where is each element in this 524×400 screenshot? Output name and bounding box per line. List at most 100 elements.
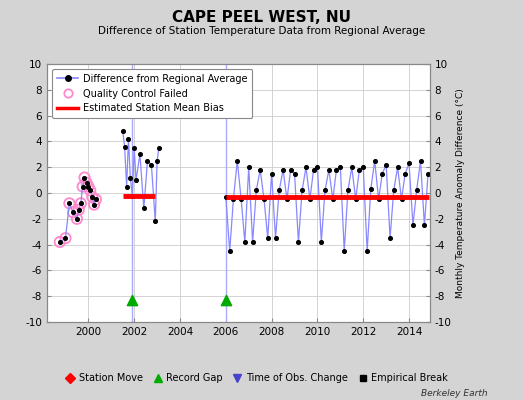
Point (123, 183, 131, 190)
Point (73, 216, 81, 222)
Point (352, 196, 360, 203)
Point (132, 177, 140, 183)
Point (92, 196, 100, 203)
Point (222, 297, 230, 303)
Point (90, 202, 99, 208)
Point (417, 158, 425, 164)
Point (309, 166, 318, 173)
Point (143, 158, 151, 164)
Point (128, 297, 137, 303)
Point (386, 235, 394, 241)
Point (130, 145, 138, 151)
Point (86, 187, 94, 194)
Point (80, 174, 89, 181)
Point (79, 183, 87, 190)
Point (237, 196, 245, 203)
Point (136, 151, 144, 158)
Point (332, 166, 341, 173)
Point (394, 164, 402, 170)
Point (264, 235, 272, 241)
Point (275, 187, 283, 194)
Point (363, 248, 372, 254)
Point (128, 192, 137, 199)
Point (74, 206, 83, 213)
Point (84, 183, 93, 190)
Point (82, 180, 91, 186)
Point (56, 239, 64, 245)
Point (347, 164, 356, 170)
Point (305, 196, 314, 203)
Point (378, 170, 387, 177)
Point (88, 194, 96, 200)
Legend: Station Move, Record Gap, Time of Obs. Change, Empirical Break: Station Move, Record Gap, Time of Obs. C… (62, 370, 451, 386)
Point (88, 194, 96, 200)
Point (283, 196, 291, 203)
Text: Difference of Station Temperature Data from Regional Average: Difference of Station Temperature Data f… (99, 26, 425, 36)
Point (77, 200, 85, 206)
Point (65, 200, 73, 206)
Point (252, 187, 260, 194)
Point (267, 170, 276, 177)
Point (151, 218, 159, 224)
Point (294, 239, 303, 245)
Point (271, 235, 280, 241)
Point (290, 170, 299, 177)
Point (279, 166, 287, 173)
Point (248, 239, 257, 245)
Point (82, 180, 91, 186)
Point (56, 239, 64, 245)
Point (367, 186, 375, 192)
Point (69, 209, 77, 216)
Point (61, 235, 70, 241)
Point (298, 187, 307, 194)
Text: Berkeley Earth: Berkeley Earth (421, 389, 487, 398)
Point (222, 194, 230, 200)
Point (370, 158, 379, 164)
Point (302, 164, 310, 170)
Point (329, 196, 337, 203)
Point (344, 187, 352, 194)
Point (397, 196, 406, 203)
Point (139, 205, 148, 212)
Point (126, 174, 135, 181)
Point (256, 166, 265, 173)
Point (155, 145, 163, 151)
Point (61, 235, 70, 241)
Point (73, 216, 81, 222)
Point (92, 196, 100, 203)
Point (229, 196, 237, 203)
Point (389, 187, 398, 194)
Point (241, 239, 249, 245)
Y-axis label: Monthly Temperature Anomaly Difference (°C): Monthly Temperature Anomaly Difference (… (455, 88, 465, 298)
Point (225, 248, 234, 254)
Point (412, 187, 421, 194)
Point (86, 187, 94, 194)
Point (340, 248, 348, 254)
Legend: Difference from Regional Average, Quality Control Failed, Estimated Station Mean: Difference from Regional Average, Qualit… (52, 69, 253, 118)
Point (375, 196, 383, 203)
Point (405, 160, 413, 166)
Point (121, 143, 129, 150)
Point (118, 128, 127, 134)
Point (77, 200, 85, 206)
Point (69, 209, 77, 216)
Point (233, 158, 242, 164)
Point (420, 222, 429, 228)
Point (401, 170, 409, 177)
Point (325, 166, 333, 173)
Point (65, 200, 73, 206)
Point (355, 166, 364, 173)
Point (359, 164, 367, 170)
Point (74, 206, 83, 213)
Point (245, 164, 253, 170)
Point (409, 222, 417, 228)
Point (80, 174, 89, 181)
Point (90, 202, 99, 208)
Point (260, 196, 268, 203)
Point (382, 162, 390, 168)
Point (313, 164, 322, 170)
Point (84, 183, 93, 190)
Point (317, 239, 325, 245)
Text: CAPE PEEL WEST, NU: CAPE PEEL WEST, NU (172, 10, 352, 25)
Point (153, 158, 161, 164)
